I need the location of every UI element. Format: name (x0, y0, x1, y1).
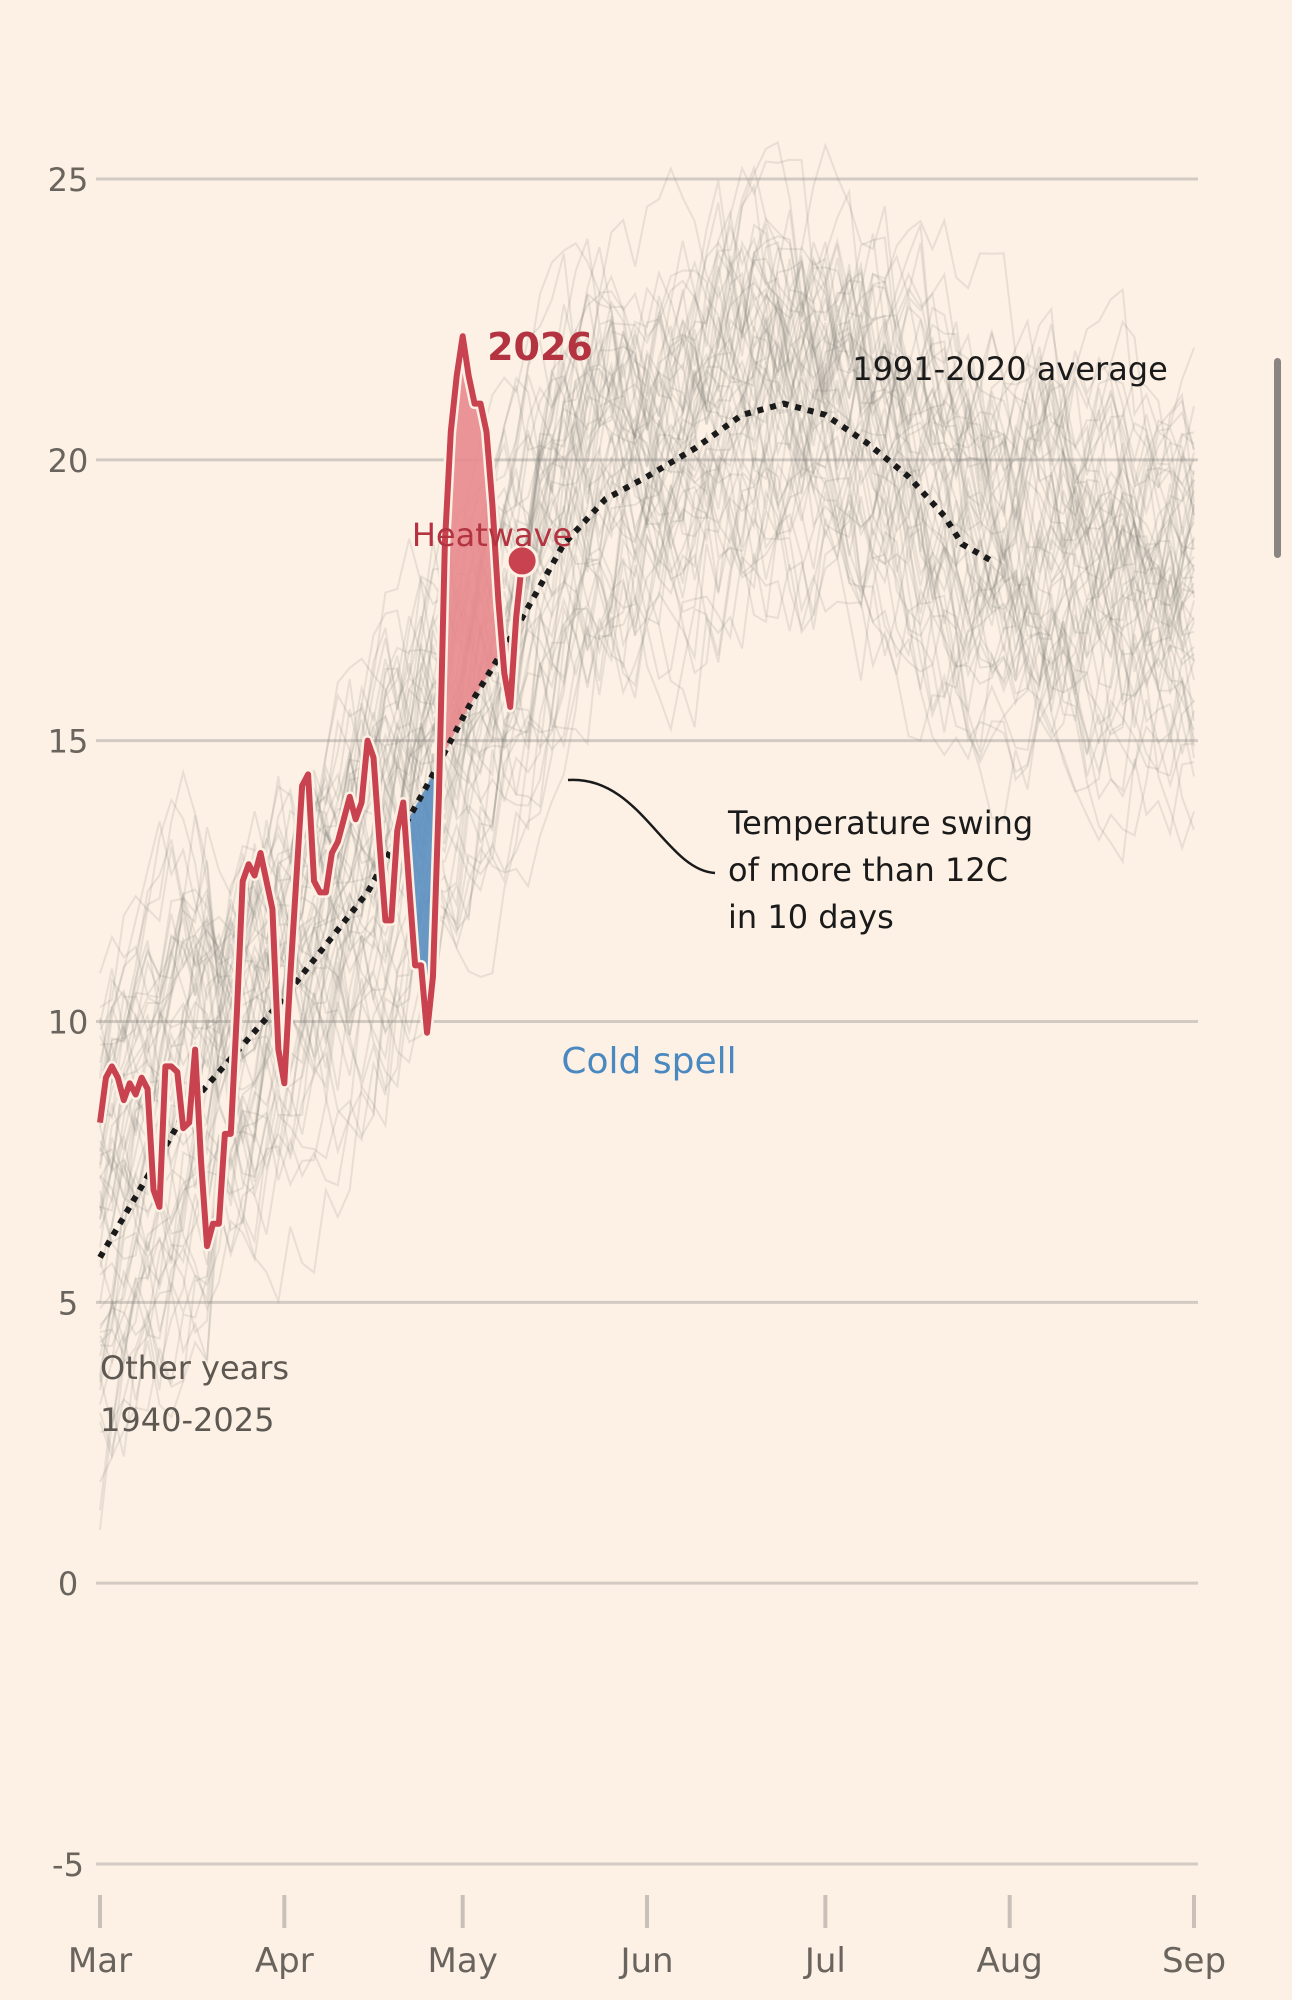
other-year-line (99, 357, 1195, 1304)
x-tick-label: Jun (618, 1941, 673, 1981)
other-year-line (99, 457, 1195, 1428)
other-year-line (99, 271, 1195, 1345)
other-year-line (99, 223, 1195, 1212)
heatwave-fill (438, 336, 511, 797)
other-year-line (99, 382, 1195, 1310)
other-year-line (99, 255, 1195, 1179)
other-year-line (99, 140, 1195, 1036)
other-year-line (99, 510, 1195, 1420)
other-year-line (99, 241, 1195, 1172)
other-year-line (99, 233, 1195, 1078)
other-year-line (99, 222, 1195, 1289)
axes: Mar Apr May Jun Jul Aug Sep (68, 1895, 1226, 1981)
other-year-line (99, 288, 1195, 1265)
y-tick-label: 5 (58, 1284, 78, 1322)
other-year-line (99, 300, 1195, 1244)
x-tick-label: Apr (255, 1941, 314, 1981)
other-year-line (99, 333, 1195, 1344)
other-year-line (99, 327, 1195, 1219)
y-tick-label: 0 (58, 1565, 78, 1603)
other-year-line (99, 443, 1195, 1511)
other-year-line (99, 299, 1195, 1197)
other-year-line (99, 246, 1195, 1009)
other-year-line (99, 440, 1195, 1391)
y-tick-label: 10 (48, 1004, 89, 1042)
y-tick-label: 20 (48, 442, 89, 480)
average-line (97, 400, 994, 1259)
x-tick-label: Sep (1162, 1941, 1226, 1981)
other-year-line (99, 158, 1195, 1064)
other-year-line (99, 224, 1195, 1089)
series-2026-endpoint (505, 544, 539, 578)
other-year-line (99, 260, 1195, 1169)
other-year-line (99, 217, 1195, 1031)
other-year-line (99, 315, 1195, 1229)
page-scrollbar[interactable] (1274, 358, 1281, 558)
other-year-line (99, 216, 1195, 1152)
y-tick-label: 15 (48, 723, 89, 761)
other-year-line (99, 182, 1195, 1117)
other-year-line (99, 209, 1195, 1097)
average-line-layer (97, 400, 994, 1259)
other-year-line (99, 362, 1195, 1357)
label-other-years-2: 1940-2025 (100, 1401, 274, 1439)
other-year-line (99, 223, 1195, 1198)
other-year-line (99, 253, 1195, 1110)
series-2026-line (97, 333, 526, 1250)
series-2026-layer (94, 330, 539, 1252)
other-year-line (99, 431, 1195, 1389)
other-year-line (99, 268, 1195, 1128)
label-2026: 2026 (487, 325, 593, 369)
other-year-line (99, 422, 1195, 1365)
x-tick-label: Aug (976, 1941, 1042, 1981)
other-year-line (99, 180, 1195, 1091)
swing-leader-line (567, 778, 716, 875)
label-swing-line-1: Temperature swing (727, 804, 1033, 842)
other-year-line (99, 271, 1195, 1229)
label-other-years-1: Other years (100, 1349, 289, 1387)
x-tick-label: Jul (803, 1941, 846, 1981)
other-year-line (99, 428, 1195, 1460)
other-year-line (99, 460, 1195, 1337)
other-year-line (99, 240, 1195, 1166)
label-swing-line-3: in 10 days (728, 898, 894, 936)
other-year-line (99, 258, 1195, 1140)
other-year-line (99, 240, 1195, 1124)
other-year-line (99, 417, 1195, 1483)
y-tick-label: 25 (48, 161, 89, 199)
other-year-line (99, 421, 1195, 1376)
x-tick-label: May (428, 1941, 498, 1981)
label-heatwave: Heatwave (412, 516, 572, 554)
label-swing-line-2: of more than 12C (728, 851, 1008, 889)
gridlines: 25 20 15 10 5 0 -5 (48, 161, 1198, 1884)
x-tick-label: Mar (68, 1941, 132, 1981)
y-tick-label: -5 (52, 1846, 84, 1884)
label-cold-spell: Cold spell (561, 1041, 736, 1082)
other-year-line (99, 165, 1195, 1121)
other-year-line (99, 378, 1195, 1383)
label-average: 1991-2020 average (852, 350, 1168, 388)
other-year-line (99, 335, 1195, 1357)
other-year-line (99, 258, 1195, 1209)
other-year-line (99, 241, 1195, 1212)
other-year-line (99, 164, 1195, 1068)
